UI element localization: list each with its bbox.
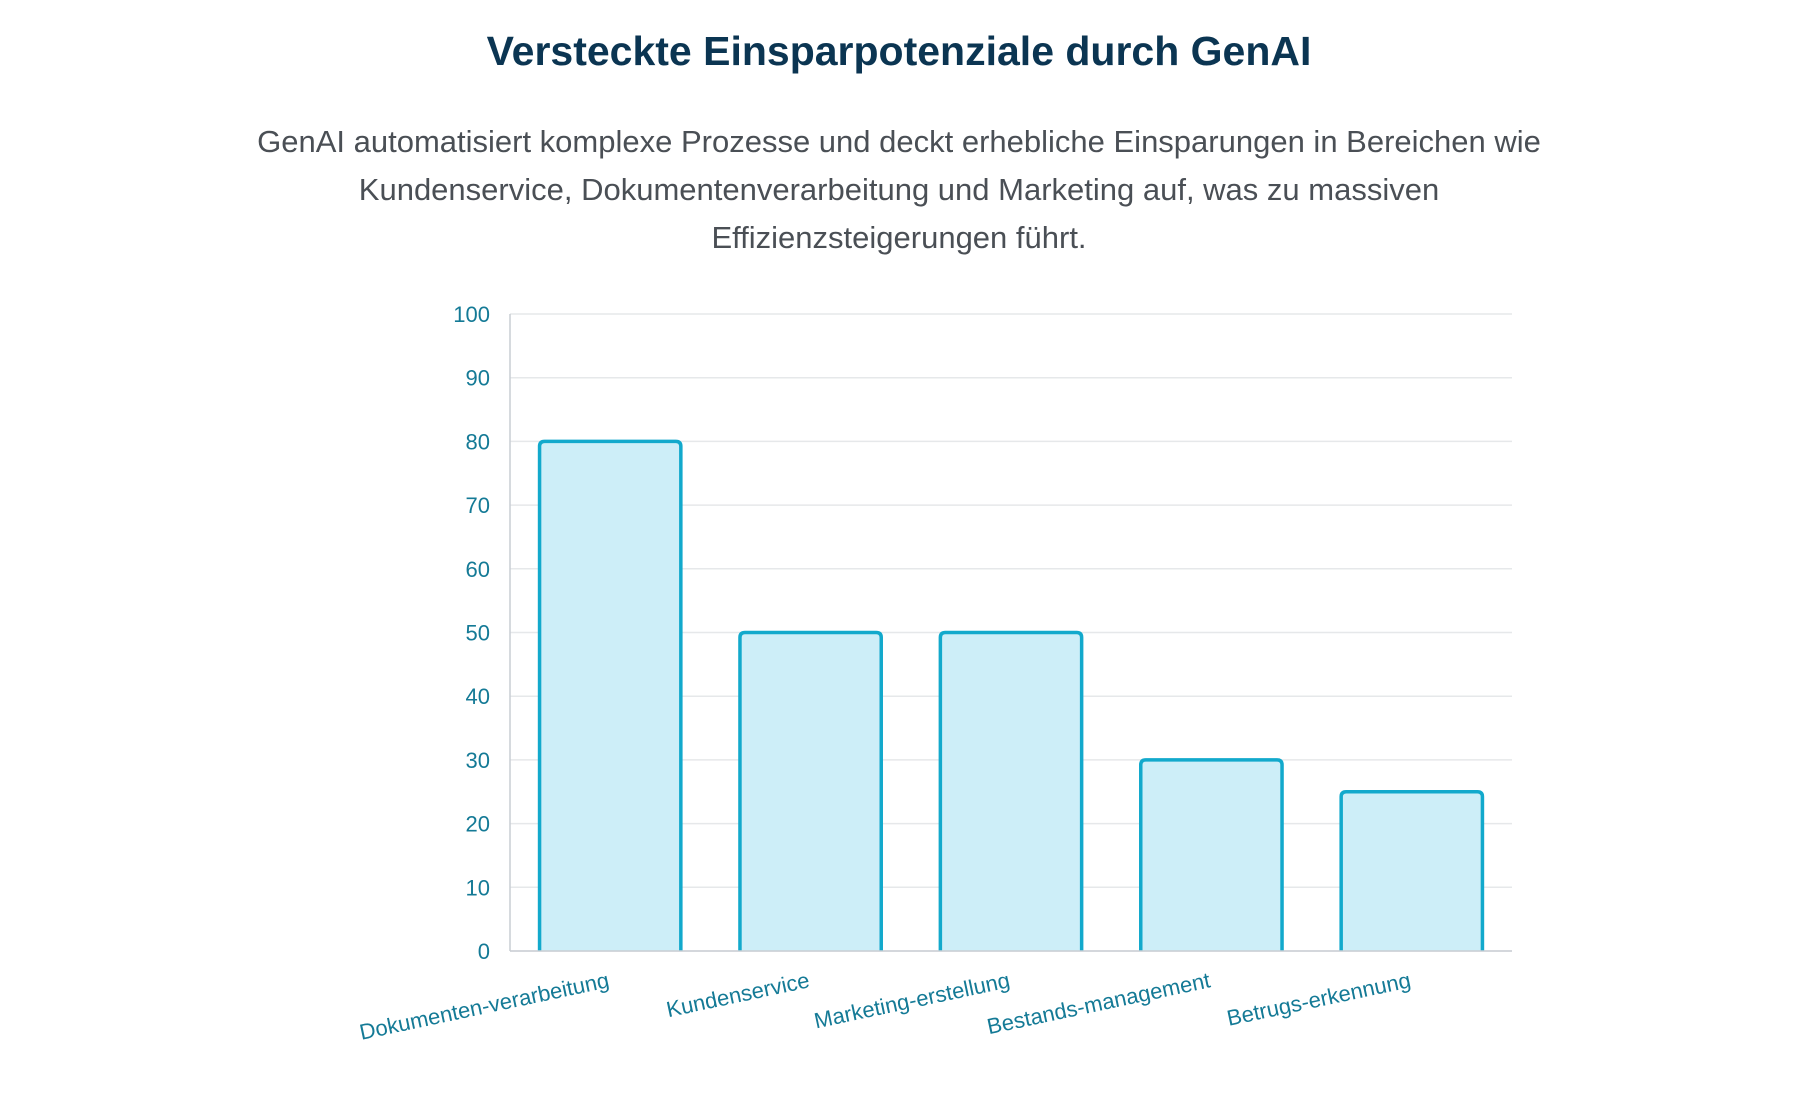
bar — [1139, 758, 1284, 951]
y-tick-label: 60 — [466, 557, 490, 582]
x-tick-label: Betrugs-erkennung — [1225, 967, 1413, 1030]
bar — [938, 630, 1084, 951]
y-tick-label: 80 — [466, 429, 490, 454]
bars — [537, 439, 1485, 951]
y-tick-label: 50 — [466, 621, 490, 646]
bar — [1339, 790, 1485, 951]
y-tick-label: 40 — [466, 684, 490, 709]
bar — [738, 630, 883, 951]
y-tick-label: 30 — [466, 748, 490, 773]
x-axis-labels: Dokumenten-verarbeitung Kundenservice Mark… — [357, 967, 1413, 1044]
axes — [509, 314, 1512, 952]
chart-title: Versteckte Einsparpotenziale durch GenAI — [486, 28, 1312, 74]
x-tick-label: Marketing-erstellung — [812, 967, 1012, 1033]
x-tick-label: Bestands-management — [985, 967, 1213, 1039]
y-tick-label: 90 — [466, 366, 490, 391]
y-tick-label: 100 — [453, 302, 490, 327]
bar — [537, 439, 683, 951]
y-tick-label: 10 — [466, 875, 490, 900]
chart-subtitle: GenAI automatisiert komplexe Prozesse un… — [257, 124, 1541, 255]
y-tick-label: 70 — [466, 493, 490, 518]
x-tick-label: Kundenservice — [664, 967, 812, 1022]
x-tick-label: Dokumenten-verarbeitung — [357, 967, 611, 1044]
y-axis-ticks: 0 10 20 30 40 50 60 70 80 90 100 — [453, 302, 490, 964]
y-tick-label: 20 — [466, 812, 490, 837]
y-tick-label: 0 — [478, 939, 490, 964]
